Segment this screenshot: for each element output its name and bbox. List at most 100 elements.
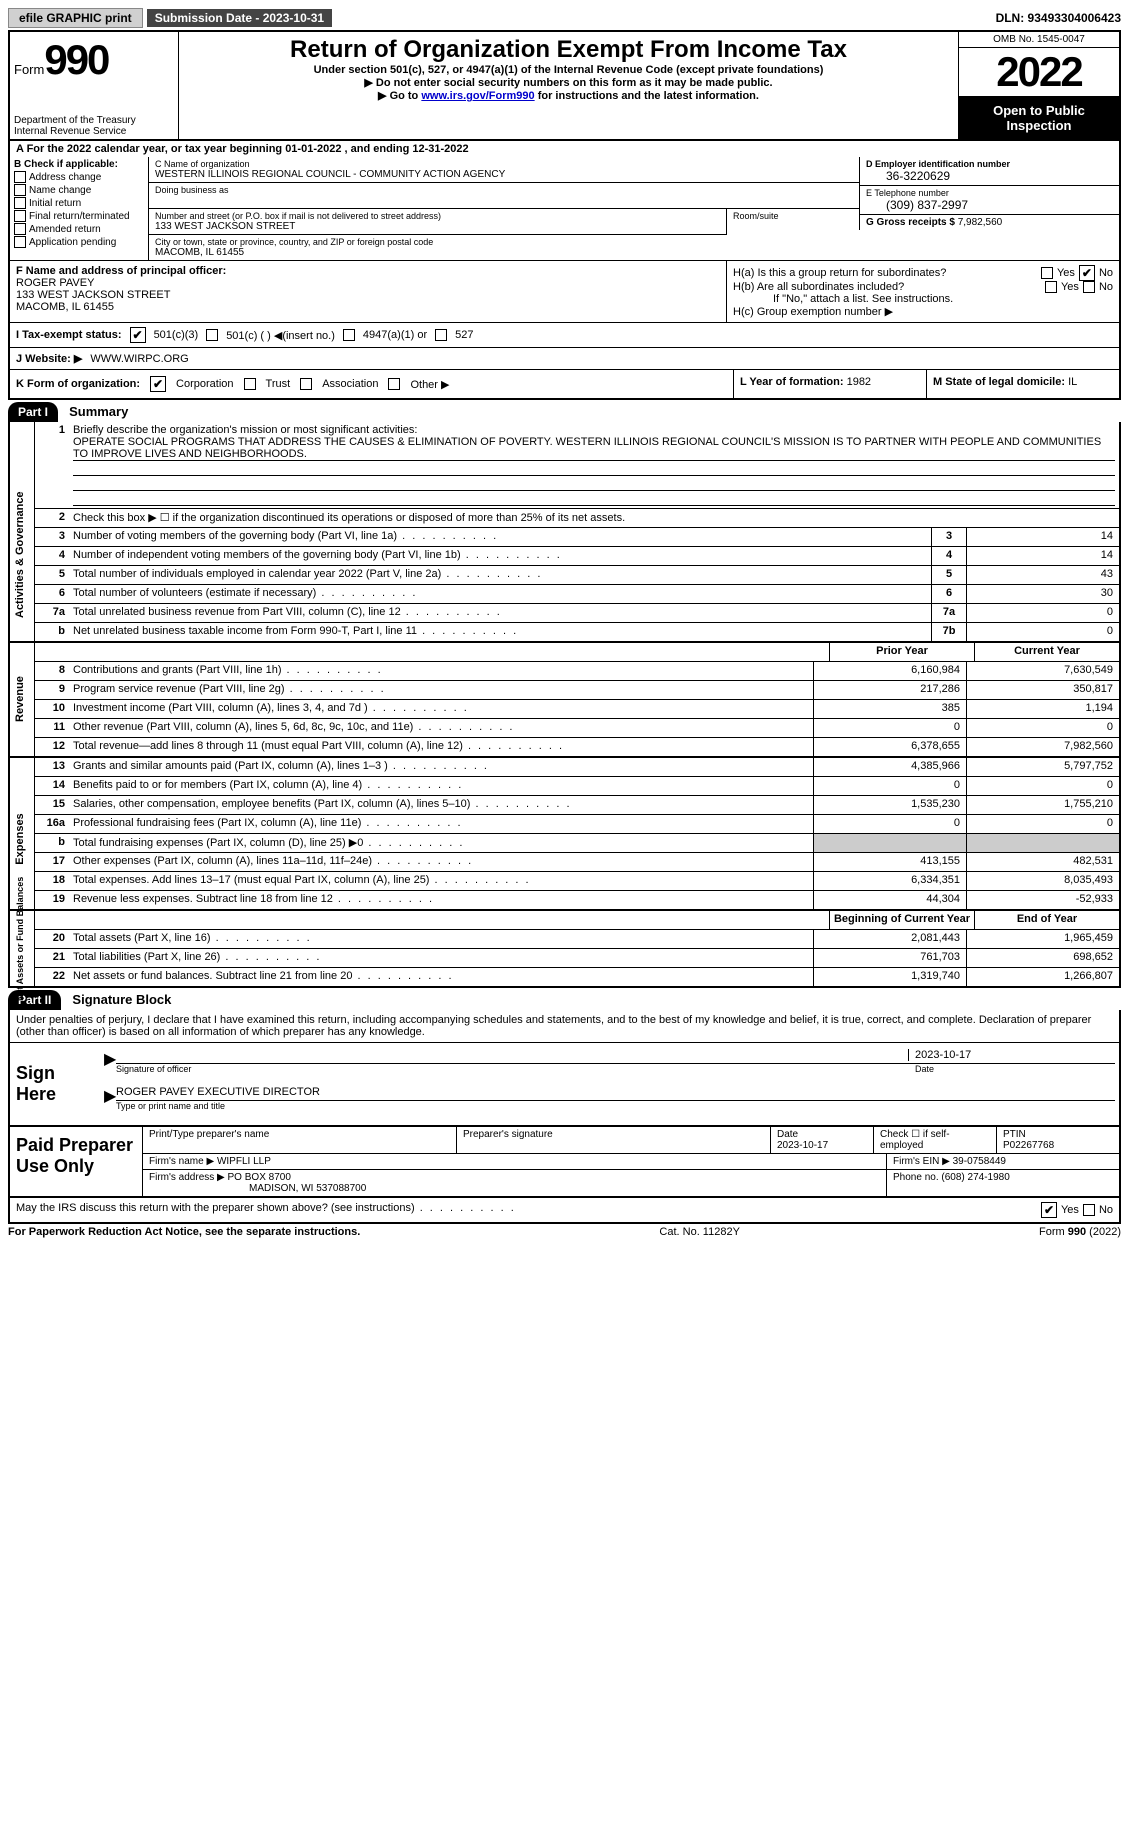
summary-line: b Net unrelated business taxable income …	[35, 623, 1119, 641]
ein: 36-3220629	[866, 169, 1113, 183]
chk-final-return[interactable]	[14, 210, 26, 222]
chk-501c[interactable]	[206, 329, 218, 341]
summary-line: 11 Other revenue (Part VIII, column (A),…	[35, 719, 1119, 738]
year-formation: 1982	[847, 376, 871, 388]
irs-link[interactable]: www.irs.gov/Form990	[421, 90, 534, 102]
col-b-checkboxes: B Check if applicable: Address change Na…	[10, 157, 149, 260]
col-f-officer: F Name and address of principal officer:…	[10, 261, 726, 322]
col-current-year: Current Year	[974, 643, 1119, 661]
tab-net-assets: Net Assets or Fund Balances	[15, 901, 25, 1001]
chk-501c3[interactable]: ✔	[130, 327, 146, 343]
chk-527[interactable]	[435, 329, 447, 341]
summary-line: 13 Grants and similar amounts paid (Part…	[35, 758, 1119, 777]
entity-block: B Check if applicable: Address change Na…	[8, 157, 1121, 261]
gross-receipts: 7,982,560	[958, 217, 1003, 228]
form-number: 990	[44, 36, 108, 83]
efile-button[interactable]: efile GRAPHIC print	[8, 8, 143, 28]
chk-association[interactable]	[300, 378, 312, 390]
tab-revenue: Revenue	[14, 639, 26, 759]
part-1-body: Activities & Governance 1 Briefly descri…	[8, 422, 1121, 643]
hb-no[interactable]	[1083, 281, 1095, 293]
discuss-no[interactable]	[1083, 1204, 1095, 1216]
discuss-row: May the IRS discuss this return with the…	[8, 1198, 1121, 1224]
row-a-calendar-year: A For the 2022 calendar year, or tax yea…	[8, 141, 1121, 157]
telephone: (309) 837-2997	[866, 198, 1113, 212]
summary-line: 4 Number of independent voting members o…	[35, 547, 1119, 566]
officer-name: ROGER PAVEY	[16, 277, 720, 289]
state-domicile: IL	[1068, 376, 1077, 388]
col-h-group: H(a) Is this a group return for subordin…	[726, 261, 1119, 322]
paid-preparer-label: Paid Preparer Use Only	[10, 1127, 143, 1196]
ptin: P02267768	[1003, 1140, 1113, 1151]
firm-ein: 39-0758449	[953, 1156, 1006, 1167]
tab-activities-governance: Activities & Governance	[14, 498, 26, 618]
mission-text: OPERATE SOCIAL PROGRAMS THAT ADDRESS THE…	[73, 436, 1115, 461]
ha-yes[interactable]	[1041, 267, 1053, 279]
summary-line: 3 Number of voting members of the govern…	[35, 528, 1119, 547]
tax-year: 2022	[959, 48, 1119, 97]
catalog-number: Cat. No. 11282Y	[659, 1226, 740, 1238]
row-klm: K Form of organization: ✔Corporation Tru…	[8, 370, 1121, 400]
dln: DLN: 93493304006423	[996, 11, 1121, 25]
chk-initial-return[interactable]	[14, 197, 26, 209]
chk-address-change[interactable]	[14, 171, 26, 183]
declaration-text: Under penalties of perjury, I declare th…	[8, 1010, 1121, 1043]
chk-trust[interactable]	[244, 378, 256, 390]
summary-line: 7a Total unrelated business revenue from…	[35, 604, 1119, 623]
chk-name-change[interactable]	[14, 184, 26, 196]
part-1-title: Summary	[61, 404, 128, 419]
submission-date: Submission Date - 2023-10-31	[147, 9, 332, 27]
open-to-public: Open to Public Inspection	[959, 97, 1119, 139]
part-1-tab: Part I	[8, 402, 58, 422]
summary-line: 19 Revenue less expenses. Subtract line …	[35, 891, 1119, 909]
subtitle-1: Under section 501(c), 527, or 4947(a)(1)…	[189, 64, 948, 76]
subtitle-2: ▶ Do not enter social security numbers o…	[189, 76, 948, 89]
part-2-title: Signature Block	[64, 992, 171, 1007]
subtitle-3: ▶ Go to www.irs.gov/Form990 for instruct…	[189, 89, 948, 102]
firm-address-1: PO BOX 8700	[228, 1172, 291, 1183]
summary-line: 20 Total assets (Part X, line 16) 2,081,…	[35, 930, 1119, 949]
form-title: Return of Organization Exempt From Incom…	[189, 36, 948, 64]
row-j-website: J Website: ▶ WWW.WIRPC.ORG	[8, 348, 1121, 370]
summary-line: 14 Benefits paid to or for members (Part…	[35, 777, 1119, 796]
hb-yes[interactable]	[1045, 281, 1057, 293]
department: Department of the Treasury Internal Reve…	[14, 115, 136, 137]
col-prior-year: Prior Year	[829, 643, 974, 661]
chk-other[interactable]	[388, 378, 400, 390]
firm-phone: (608) 274-1980	[941, 1172, 1009, 1183]
ha-no[interactable]: ✔	[1079, 265, 1095, 281]
officer-name-title: ROGER PAVEY EXECUTIVE DIRECTOR	[116, 1086, 320, 1098]
summary-line: 9 Program service revenue (Part VIII, li…	[35, 681, 1119, 700]
summary-line: 17 Other expenses (Part IX, column (A), …	[35, 853, 1119, 872]
omb-number: OMB No. 1545-0047	[959, 32, 1119, 48]
form-header: Form990 Department of the Treasury Inter…	[8, 30, 1121, 141]
org-name: WESTERN ILLINOIS REGIONAL COUNCIL - COMM…	[155, 169, 853, 180]
form-word: Form	[14, 62, 44, 77]
chk-corporation[interactable]: ✔	[150, 376, 166, 392]
summary-line: 10 Investment income (Part VIII, column …	[35, 700, 1119, 719]
chk-4947[interactable]	[343, 329, 355, 341]
col-right-ids: D Employer identification number 36-3220…	[859, 157, 1119, 260]
col-c-org-info: C Name of organization WESTERN ILLINOIS …	[149, 157, 859, 260]
firm-name: WIPFLI LLP	[217, 1156, 271, 1167]
expenses-section: Expenses 13 Grants and similar amounts p…	[8, 758, 1121, 911]
chk-application-pending[interactable]	[14, 236, 26, 248]
summary-line: 21 Total liabilities (Part X, line 26) 7…	[35, 949, 1119, 968]
summary-line: 22 Net assets or fund balances. Subtract…	[35, 968, 1119, 986]
summary-line: 12 Total revenue—add lines 8 through 11 …	[35, 738, 1119, 756]
footer-line: For Paperwork Reduction Act Notice, see …	[8, 1224, 1121, 1240]
street-address: 133 WEST JACKSON STREET	[155, 221, 720, 232]
net-assets-section: Net Assets or Fund Balances Beginning of…	[8, 911, 1121, 988]
signature-date: 2023-10-17	[908, 1049, 1115, 1061]
summary-line: 6 Total number of volunteers (estimate i…	[35, 585, 1119, 604]
summary-line: 18 Total expenses. Add lines 13–17 (must…	[35, 872, 1119, 891]
col-end-year: End of Year	[974, 911, 1119, 929]
chk-amended-return[interactable]	[14, 223, 26, 235]
summary-line: 16a Professional fundraising fees (Part …	[35, 815, 1119, 834]
revenue-section: Revenue Prior Year Current Year 8 Contri…	[8, 643, 1121, 758]
col-beginning-year: Beginning of Current Year	[829, 911, 974, 929]
discuss-yes[interactable]: ✔	[1041, 1202, 1057, 1218]
fgh-block: F Name and address of principal officer:…	[8, 261, 1121, 323]
sign-here-label: Sign Here	[10, 1043, 102, 1125]
summary-line: 15 Salaries, other compensation, employe…	[35, 796, 1119, 815]
